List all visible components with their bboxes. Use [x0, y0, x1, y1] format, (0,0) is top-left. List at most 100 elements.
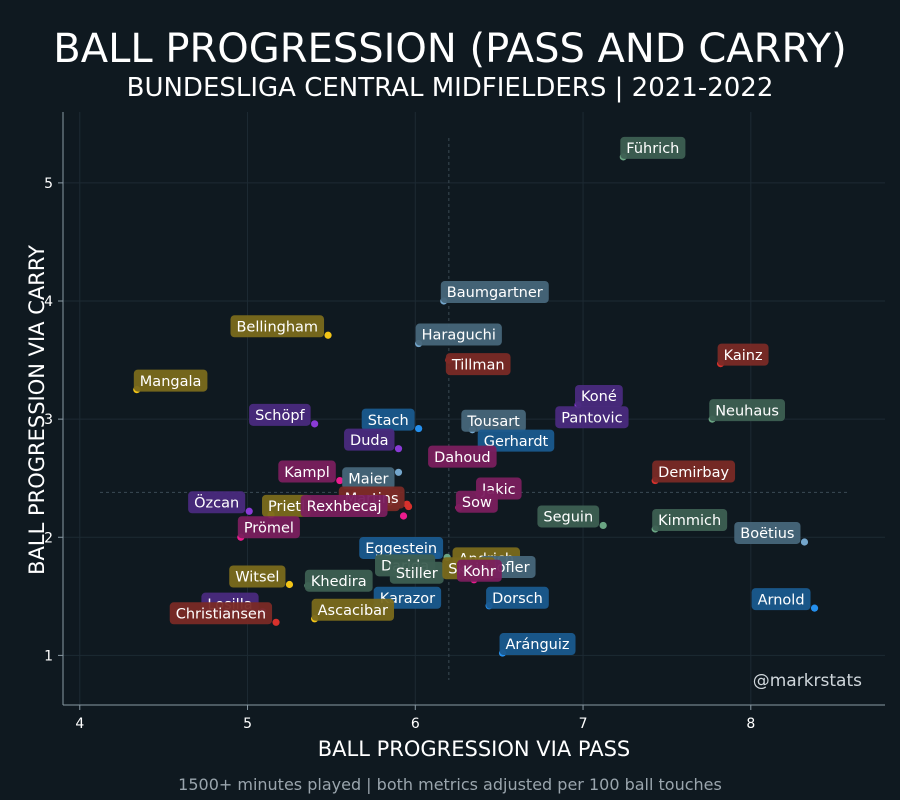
data-label: Sow — [455, 490, 498, 513]
label-box — [278, 460, 336, 483]
label-text: Özcan — [194, 493, 239, 511]
label-box — [304, 569, 373, 592]
label-box — [652, 508, 728, 531]
data-label: Führich — [620, 136, 686, 159]
label-text: Haraguchi — [422, 328, 496, 344]
label-text: Christiansen — [176, 607, 266, 623]
data-label: Pantovic — [555, 406, 629, 429]
data-point — [810, 604, 819, 612]
data-label: Maier — [342, 467, 395, 490]
label-box — [188, 491, 246, 514]
label-box — [389, 561, 444, 584]
data-label: Demirbay — [652, 460, 736, 483]
label-text: Aránguiz — [506, 637, 570, 653]
label-box — [249, 403, 311, 426]
data-label: Dahoud — [428, 445, 497, 468]
label-box — [237, 516, 300, 539]
data-label: Eggestein — [359, 536, 444, 559]
data-label: Rexhbecaj — [300, 494, 388, 517]
data-point — [399, 512, 408, 520]
data-point — [272, 618, 280, 626]
data-label: Dorsch — [486, 586, 549, 609]
y-tick-label: 2 — [44, 530, 53, 546]
data-point — [599, 521, 607, 530]
data-label: Prietl — [262, 494, 312, 517]
label-text: Tousart — [466, 414, 520, 430]
label-text: Dorsch — [492, 591, 543, 607]
x-tick-label: 4 — [75, 716, 84, 732]
data-label: Duda — [344, 428, 395, 451]
label-box — [575, 384, 623, 407]
label-text: Schöpf — [255, 408, 305, 424]
y-axis-ticks: 1 2 3 4 5 — [44, 176, 63, 664]
label-text: Koné — [581, 389, 617, 405]
label-box — [169, 602, 273, 625]
label-box — [311, 598, 395, 621]
label-text: Pantovic — [561, 410, 622, 426]
data-label: Kampl — [278, 460, 336, 483]
data-label: Haraguchi — [415, 323, 502, 346]
data-label: Bellingham — [230, 315, 325, 338]
label-text: Dahoud — [434, 450, 491, 466]
label-box — [717, 343, 769, 366]
label-box — [461, 409, 526, 432]
label-text: Kampl — [284, 465, 330, 481]
y-axis-label: BALL PROGRESSION VIA CARRY — [25, 245, 49, 575]
x-tick-label: 6 — [411, 716, 420, 732]
label-box — [620, 136, 686, 159]
data-label: Tillman — [445, 353, 511, 376]
data-label: Kimmich — [652, 508, 728, 531]
data-labels: Führich Baumgartner Bellingham Haraguchi Til… — [133, 136, 811, 656]
data-label: Arnold — [751, 588, 811, 611]
data-point — [394, 468, 403, 476]
data-point — [394, 445, 403, 453]
label-box — [262, 494, 312, 517]
x-tick-label: 7 — [579, 716, 588, 732]
label-box — [230, 315, 325, 338]
data-label: Prömel — [237, 516, 300, 539]
label-text: Boëtius — [740, 526, 794, 542]
data-point — [245, 507, 253, 515]
data-label: Seguin — [537, 505, 600, 528]
data-label: Baumgartner — [440, 281, 549, 304]
data-label: Özcan — [188, 491, 246, 514]
label-text: Führich — [626, 141, 679, 157]
label-text: Demirbay — [658, 465, 729, 481]
data-point — [324, 331, 332, 339]
data-point — [336, 476, 344, 485]
label-text: Khedira — [311, 574, 367, 590]
label-text: Maier — [348, 472, 388, 488]
label-box — [359, 536, 444, 559]
label-text: Prietl — [268, 499, 305, 515]
label-text: Rexhbecaj — [307, 499, 382, 515]
label-text: Kimmich — [658, 513, 721, 529]
label-box — [440, 281, 549, 304]
label-box — [537, 505, 600, 528]
label-box — [415, 323, 502, 346]
y-tick-label: 1 — [44, 648, 53, 664]
label-box — [709, 399, 785, 422]
data-label: Neuhaus — [709, 399, 785, 422]
y-tick-label: 5 — [44, 176, 53, 192]
label-text: Neuhaus — [715, 403, 779, 419]
data-point — [415, 424, 423, 433]
label-box — [428, 445, 497, 468]
label-text: Tillman — [451, 357, 505, 373]
label-box — [457, 559, 502, 582]
label-text: Stiller — [396, 566, 438, 582]
x-tick-label: 8 — [746, 716, 755, 732]
chart-title: BALL PROGRESSION (PASS AND CARRY) — [53, 26, 846, 72]
data-label: Aránguiz — [499, 633, 576, 656]
label-box — [445, 353, 511, 376]
chart-subtitle: BUNDESLIGA CENTRAL MIDFIELDERS | 2021-20… — [127, 73, 774, 103]
label-box — [486, 586, 549, 609]
data-label: Christiansen — [169, 602, 273, 625]
data-label: Witsel — [229, 565, 286, 588]
data-label: Stach — [361, 408, 415, 431]
label-box — [555, 406, 629, 429]
label-text: Bellingham — [236, 319, 318, 335]
label-box — [477, 429, 555, 452]
data-label: Kohr — [457, 559, 502, 582]
data-label: Gerhardt — [477, 429, 555, 452]
